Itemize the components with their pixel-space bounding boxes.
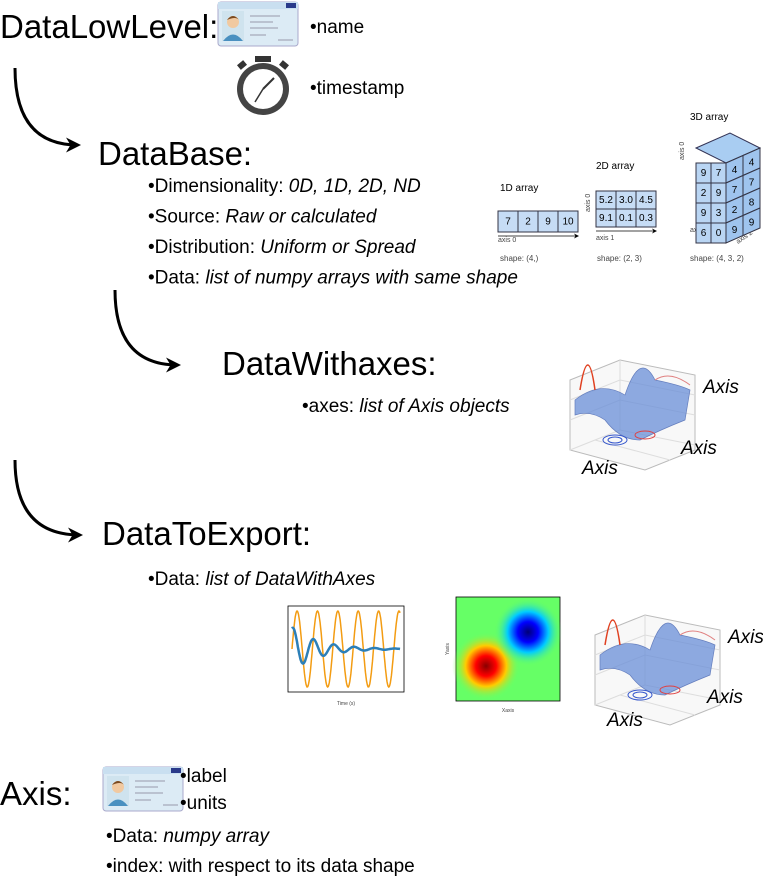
axis-label: Axis	[680, 438, 717, 459]
cell-value: 10	[562, 217, 574, 228]
cell-value: 9	[749, 218, 755, 229]
attribute-label: •Dimensionality:	[148, 176, 289, 197]
axis-label: Axis	[581, 458, 618, 479]
array-shape: shape: (4, 3, 2)	[690, 254, 744, 263]
axis-title: Xaxis	[502, 708, 515, 714]
attribute-label: •Data:	[106, 826, 163, 847]
axis-label: Axis	[606, 710, 643, 731]
array-title: 3D array	[690, 112, 728, 123]
array-title: 2D array	[596, 161, 634, 172]
cell-value: 4	[749, 158, 755, 169]
section-title: DataWithaxes:	[222, 345, 437, 382]
cell-value: 0.1	[619, 213, 633, 224]
cell-value: 7	[716, 168, 722, 179]
cell-value: 9	[701, 208, 707, 219]
array-cell	[557, 210, 579, 233]
cell-value: 7	[732, 185, 738, 196]
cell-value: 3	[716, 208, 722, 219]
attribute-label: •axes:	[302, 396, 359, 417]
attribute-value: Uniform or Spread	[260, 237, 417, 258]
attribute-label: •Source:	[148, 207, 225, 228]
line-plot: Time (s)	[287, 605, 405, 707]
stopwatch-icon	[237, 56, 289, 115]
attribute-value: list of DataWithAxes	[205, 569, 375, 590]
cell-value: 2	[732, 205, 738, 216]
cell-value: 0	[716, 228, 722, 239]
attribute: •units	[180, 793, 227, 814]
attribute: •Data: numpy array	[106, 826, 270, 847]
cell-value: 7	[505, 217, 511, 228]
cell-value: 7	[749, 178, 755, 189]
cell-value: 8	[749, 198, 755, 209]
array-axis: axis 0	[498, 237, 516, 244]
section-title: Axis:	[0, 775, 72, 812]
attribute: •timestamp	[310, 78, 404, 99]
cell-value: 4.5	[639, 195, 653, 206]
attribute-value: list of Axis objects	[359, 396, 510, 417]
attribute-label: •Data:	[148, 569, 205, 590]
cell-value: 2	[525, 217, 531, 228]
axis-label: Axis	[706, 687, 743, 708]
array-cell	[635, 208, 657, 228]
axis-label: Axis	[702, 377, 739, 398]
cell-value: 2	[701, 188, 707, 199]
array-axis: axis 1	[596, 235, 614, 242]
axis-title: Yaxis	[445, 643, 451, 655]
attribute: •Distribution: Uniform or Spread	[148, 237, 417, 258]
surface-plot	[569, 359, 696, 471]
array-shape: shape: (2, 3)	[597, 254, 642, 263]
section-title: DataToExport:	[102, 515, 311, 552]
cell-value: 9	[545, 217, 551, 228]
arrow	[13, 459, 83, 543]
cell-value: 0.3	[639, 213, 653, 224]
attribute: •label	[180, 766, 227, 787]
array-axis: axis 0	[679, 142, 686, 160]
attribute-label: •Data:	[148, 268, 205, 289]
attribute: •Data: list of numpy arrays with same sh…	[148, 268, 518, 289]
surface-plot	[594, 614, 721, 726]
arrow	[113, 289, 181, 373]
section-title: DataBase:	[98, 135, 252, 172]
attribute: •index: with respect to its data shape	[106, 856, 415, 877]
cell-value: 5.2	[599, 195, 613, 206]
cell-value: 9	[732, 225, 738, 236]
axis-title: Time (s)	[337, 701, 355, 707]
axis-label: Axis	[727, 627, 763, 648]
cell-value: 3.0	[619, 195, 633, 206]
arrow	[13, 67, 81, 153]
attribute-value: Raw or calculated	[225, 207, 377, 228]
array-cell	[742, 207, 761, 237]
id-card-icon	[102, 766, 184, 812]
attribute: •name	[310, 17, 364, 38]
array-illustrations: 1D array axis 0 shape: (4,) 2D array axi…	[497, 112, 762, 263]
cell-value: 9	[701, 168, 707, 179]
cell-value: 9.1	[599, 213, 613, 224]
attribute-list: •Dimensionality: 0D, 1D, 2D, ND •Source: …	[148, 176, 518, 289]
attribute: •Data: list of DataWithAxes	[148, 569, 376, 590]
attribute-value: 0D, 1D, 2D, ND	[289, 176, 421, 197]
cell-value: 9	[716, 188, 722, 199]
attribute-label: •Distribution:	[148, 237, 260, 258]
array-axis: axis 0	[585, 194, 592, 212]
attribute: •Dimensionality: 0D, 1D, 2D, ND	[148, 176, 421, 197]
attribute-value: numpy array	[163, 826, 270, 847]
heatmap: Xaxis Yaxis	[445, 596, 562, 714]
cell-value: 4	[732, 165, 738, 176]
attribute-value: list of numpy arrays with same shape	[205, 268, 518, 289]
id-card-icon	[217, 1, 299, 47]
section-title: DataLowLevel:	[0, 8, 218, 45]
attribute: •axes: list of Axis objects	[302, 396, 510, 417]
attribute: •Source: Raw or calculated	[148, 207, 378, 228]
cell-value: 6	[701, 228, 707, 239]
array-shape: shape: (4,)	[500, 254, 539, 263]
array-title: 1D array	[500, 183, 538, 194]
